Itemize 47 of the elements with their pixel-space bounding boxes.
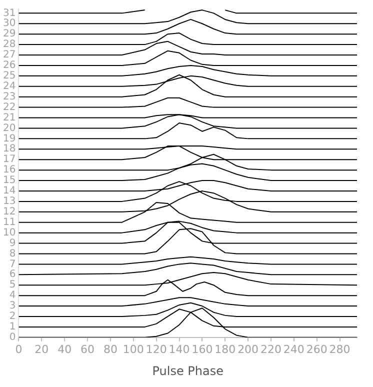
y-tick-label: 23	[2, 91, 16, 102]
y-tick-label: 6	[9, 269, 16, 280]
y-tick-label: 15	[2, 175, 16, 186]
x-tick-label: 120	[146, 342, 167, 356]
y-tick-label: 12	[2, 206, 16, 218]
y-tick-label: 0	[9, 332, 16, 343]
y-tick-label: 7	[9, 258, 16, 270]
y-tick-label: 18	[2, 144, 16, 155]
x-tick-label: 200	[238, 342, 259, 356]
x-tick-label: 100	[122, 342, 144, 356]
y-tick-label: 17	[2, 154, 16, 166]
y-tick-label: 1	[9, 322, 16, 333]
x-tick-label: 280	[329, 342, 350, 356]
x-tick-label: 160	[192, 342, 213, 356]
x-tick-label: 20	[34, 342, 49, 356]
y-tick-label: 22	[2, 102, 16, 113]
x-axis-title: Pulse Phase	[152, 364, 224, 378]
y-tick-label: 2	[9, 311, 16, 322]
y-tick-label: 13	[2, 196, 16, 208]
y-tick-label: 19	[2, 133, 16, 144]
y-tick-label: 28	[2, 39, 16, 50]
x-tick-label: 220	[260, 342, 282, 356]
y-tick-label: 14	[2, 186, 16, 197]
y-tick-label: 3	[9, 300, 16, 312]
y-tick-label: 31	[2, 8, 16, 19]
x-tick-label: 240	[283, 342, 304, 356]
y-tick-label: 30	[2, 18, 16, 30]
y-tick-label: 4	[9, 290, 16, 302]
y-tick-label: 16	[2, 164, 16, 176]
x-tick-label: 140	[168, 342, 190, 356]
y-tick-label: 25	[2, 70, 16, 82]
x-tick-label: 260	[306, 342, 328, 356]
y-tick-label: 9	[9, 238, 16, 249]
y-tick-label: 26	[2, 60, 16, 72]
x-tick-label: 40	[58, 342, 72, 356]
y-tick-label: 5	[9, 280, 16, 291]
y-tick-label: 21	[2, 112, 16, 124]
x-tick-label: 180	[214, 342, 236, 356]
x-tick-label: 80	[103, 342, 118, 356]
y-tick-label: 8	[9, 248, 16, 260]
y-tick-label: 27	[2, 50, 16, 61]
y-tick-label: 20	[2, 122, 16, 134]
y-tick-label: 29	[2, 28, 16, 40]
x-tick-label: 60	[80, 342, 95, 356]
y-tick-label: 10	[2, 227, 16, 238]
y-tick-label: 11	[2, 216, 16, 228]
y-tick-label: 24	[2, 80, 16, 92]
